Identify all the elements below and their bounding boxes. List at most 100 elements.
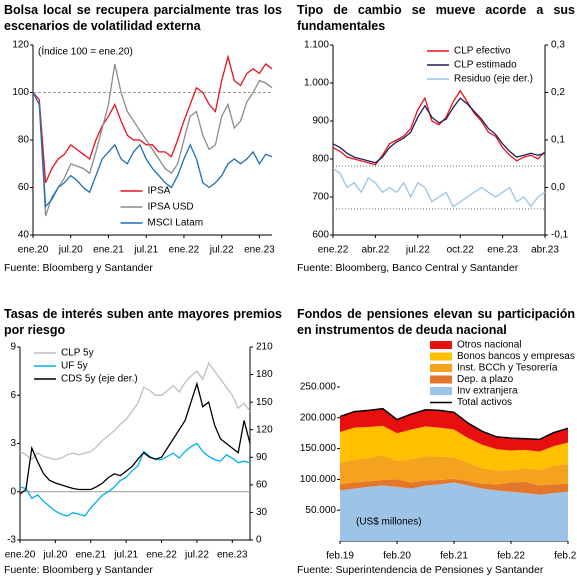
x-tick-label: oct.22 bbox=[447, 245, 475, 256]
legend-label: IPSA bbox=[148, 186, 171, 197]
x-tick-label: ene.21 bbox=[75, 550, 106, 561]
area bbox=[340, 482, 568, 541]
x-tick-label: ene.23 bbox=[244, 245, 275, 256]
y-tick-label: 6 bbox=[10, 390, 16, 401]
source: Fuente: Bloomberg y Santander bbox=[4, 564, 153, 576]
chart-title: Bolsa local se recupera parcialmente tra… bbox=[4, 3, 282, 33]
y-tick-label: 0 bbox=[10, 486, 16, 497]
y-tick-label: 100.000 bbox=[300, 474, 337, 485]
legend-label: MSCI Latam bbox=[148, 218, 204, 229]
x-tick-label: abr.23 bbox=[531, 245, 559, 256]
x-tick-label: jul.22 bbox=[405, 245, 430, 256]
chart-title: Tasas de interés suben ante mayores prem… bbox=[4, 307, 282, 337]
y2-tick-label: 150 bbox=[256, 397, 273, 408]
legend-swatch bbox=[430, 375, 452, 384]
y-tick-label: -3 bbox=[7, 535, 16, 546]
legend-label: CLP estimado bbox=[454, 60, 517, 71]
y2-tick-label: 120 bbox=[256, 424, 273, 435]
x-tick-label: feb.22 bbox=[497, 551, 525, 562]
total-line bbox=[339, 407, 569, 441]
line bbox=[32, 63, 273, 217]
legend-label: UF 5y bbox=[61, 361, 88, 372]
line bbox=[19, 361, 251, 461]
legend-label: CLP 5y bbox=[61, 348, 94, 359]
source: Fuente: Bloomberg, Banco Central y Santa… bbox=[297, 262, 519, 274]
y2-tick-label: 0,2 bbox=[551, 87, 565, 98]
legend-label: Total activos bbox=[457, 397, 512, 408]
y-tick-label: 150.000 bbox=[300, 443, 337, 454]
legend-swatch bbox=[430, 341, 452, 349]
x-tick-label: feb.19 bbox=[326, 551, 354, 562]
x-tick-label: jul.22 bbox=[209, 245, 234, 256]
x-tick-label: jul.21 bbox=[113, 550, 138, 561]
x-tick-label: feb.20 bbox=[383, 551, 411, 562]
chart-title: Tipo de cambio se mueve acorde a sus fun… bbox=[297, 3, 575, 33]
x-tick-label: ene.20 bbox=[18, 245, 49, 256]
y-tick-label: 1.100 bbox=[304, 40, 329, 51]
legend-label: Otros nacional bbox=[457, 340, 521, 351]
y2-tick-label: 0,3 bbox=[551, 40, 565, 51]
x-tick-label: ene.23 bbox=[487, 245, 518, 256]
y-tick-label: 3 bbox=[10, 438, 16, 449]
chart-title: Fondos de pensiones elevan su participac… bbox=[297, 307, 575, 337]
y2-tick-label: 180 bbox=[256, 369, 273, 380]
y2-tick-label: -0,1 bbox=[551, 230, 569, 241]
legend-swatch bbox=[430, 352, 452, 361]
y-tick-label: 250.000 bbox=[300, 382, 337, 393]
x-tick-label: ene.22 bbox=[146, 550, 177, 561]
y-tick-label: 120 bbox=[12, 40, 29, 51]
x-tick-label: jul.20 bbox=[58, 245, 83, 256]
y-tick-label: 700 bbox=[312, 192, 329, 203]
y2-tick-label: 30 bbox=[256, 507, 268, 518]
legend-swatch bbox=[430, 387, 452, 395]
y2-tick-label: 0 bbox=[256, 535, 262, 546]
legend-label: Residuo (eje der.) bbox=[454, 74, 533, 85]
source: Fuente: Bloomberg y Santander bbox=[4, 262, 153, 274]
legend-label: Inv extranjera bbox=[457, 386, 518, 397]
line bbox=[32, 54, 273, 184]
x-tick-label: jul.21 bbox=[133, 245, 158, 256]
line bbox=[332, 167, 546, 208]
x-tick-label: ene.21 bbox=[93, 245, 124, 256]
legend-label: IPSA USD bbox=[148, 202, 194, 213]
y-tick-label: 1.000 bbox=[304, 78, 329, 89]
legend-swatch bbox=[430, 364, 452, 372]
y2-tick-label: 60 bbox=[256, 479, 268, 490]
line bbox=[19, 442, 251, 517]
x-tick-label: ene.22 bbox=[318, 245, 349, 256]
legend-label: Bonos bancos y empresas bbox=[457, 351, 575, 362]
line bbox=[332, 89, 546, 166]
y-tick-label: 900 bbox=[312, 116, 329, 127]
x-tick-label: abr.22 bbox=[361, 245, 389, 256]
y-tick-label: 50.000 bbox=[305, 505, 336, 516]
y-tick-label: 9 bbox=[10, 342, 16, 353]
y2-tick-label: 90 bbox=[256, 452, 268, 463]
legend-label: CDS 5y (eje der.) bbox=[61, 374, 138, 385]
x-tick-label: jul.20 bbox=[42, 550, 67, 561]
legend-label: CLP efectivo bbox=[454, 46, 511, 57]
annotation: (US$ millones) bbox=[356, 517, 422, 528]
x-tick-label: feb.21 bbox=[440, 551, 468, 562]
y2-tick-label: 0,0 bbox=[551, 182, 565, 193]
y2-tick-label: 210 bbox=[256, 342, 273, 353]
line bbox=[332, 97, 546, 164]
source: Fuente: Superintendencia de Pensiones y … bbox=[297, 564, 544, 576]
y-tick-label: 100 bbox=[12, 87, 29, 98]
x-tick-label: ene.20 bbox=[5, 550, 36, 561]
legend-label: Dep. a plazo bbox=[457, 374, 514, 385]
y-tick-label: 600 bbox=[312, 230, 329, 241]
line bbox=[19, 381, 251, 495]
y-tick-label: 200.000 bbox=[300, 412, 337, 423]
area bbox=[340, 408, 568, 452]
area bbox=[340, 478, 568, 495]
y-tick-label: 800 bbox=[312, 154, 329, 165]
y-tick-label: 80 bbox=[18, 135, 30, 146]
area bbox=[340, 455, 568, 486]
y-tick-label: 60 bbox=[18, 182, 30, 193]
x-tick-label: ene.22 bbox=[169, 245, 200, 256]
y-tick-label: 40 bbox=[18, 230, 30, 241]
x-tick-label: feb.23 bbox=[554, 551, 577, 562]
line bbox=[32, 92, 273, 209]
